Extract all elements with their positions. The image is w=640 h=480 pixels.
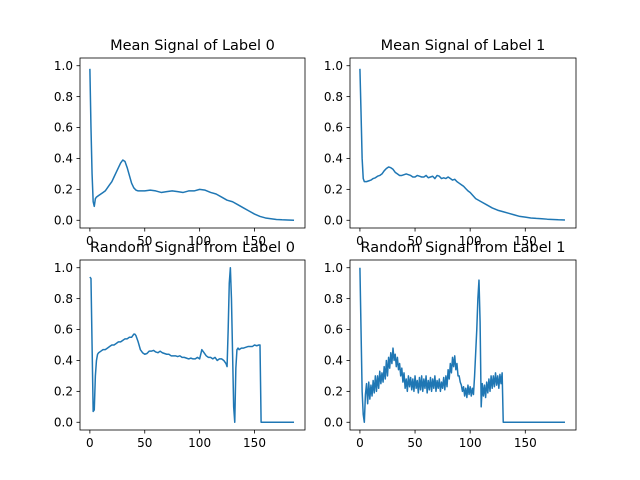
y-tick-label: 0.2 xyxy=(324,385,343,399)
x-tick-label: 50 xyxy=(137,234,152,248)
y-tick-label: 0.4 xyxy=(54,152,73,166)
x-tick-label: 150 xyxy=(243,234,266,248)
x-tick-label: 100 xyxy=(188,234,211,248)
x-tick-label: 100 xyxy=(459,234,482,248)
y-tick-label: 0.0 xyxy=(54,213,73,227)
axes-frame xyxy=(349,259,577,431)
subplot-title: Random Signal from Label 0 xyxy=(90,240,295,256)
x-tick-label: 0 xyxy=(86,234,94,248)
y-tick-label: 0.8 xyxy=(54,90,73,104)
y-tick-label: 1.0 xyxy=(54,59,73,73)
x-tick-label: 150 xyxy=(514,436,537,450)
y-tick-label: 0.2 xyxy=(54,183,73,197)
axes-frame xyxy=(79,57,306,229)
y-tick-label: 0.6 xyxy=(54,121,73,135)
y-tick-label: 1.0 xyxy=(54,261,73,275)
x-tick-label: 100 xyxy=(188,436,211,450)
x-tick-label: 0 xyxy=(356,436,364,450)
x-tick-label: 0 xyxy=(356,234,364,248)
y-tick-label: 0.0 xyxy=(324,415,343,429)
y-tick-label: 0.0 xyxy=(324,213,343,227)
subplot-random-label-1: 0 50 100 150 0.0 0.2 0.4 0.6 0.8 1.0 Random Signal… xyxy=(324,240,577,450)
x-tick-label: 50 xyxy=(137,436,152,450)
y-tick-label: 0.6 xyxy=(324,323,343,337)
subplot-title: Mean Signal of Label 1 xyxy=(381,38,546,54)
y-tick-label: 0.4 xyxy=(54,354,73,368)
series-line xyxy=(89,266,295,424)
series-line xyxy=(89,68,295,222)
y-tick-label: 0.4 xyxy=(324,354,343,368)
y-tick-label: 1.0 xyxy=(324,261,343,275)
y-tick-label: 0.8 xyxy=(54,292,73,306)
y-tick-label: 0.2 xyxy=(324,183,343,197)
axes-frame xyxy=(79,259,306,431)
y-tick-label: 0.8 xyxy=(324,90,343,104)
x-tick-label: 50 xyxy=(407,234,422,248)
y-tick-label: 0.4 xyxy=(324,152,343,166)
y-tick-label: 0.0 xyxy=(54,415,73,429)
subplot-mean-label-1: 0 50 100 150 0.0 0.2 0.4 0.6 0.8 1.0 Mean Signal o… xyxy=(324,38,577,248)
x-tick-label: 100 xyxy=(459,436,482,450)
series-line xyxy=(359,68,565,221)
y-tick-label: 0.8 xyxy=(324,292,343,306)
y-tick-label: 1.0 xyxy=(324,59,343,73)
y-tick-label: 0.2 xyxy=(54,385,73,399)
x-tick-label: 0 xyxy=(86,436,94,450)
subplot-title: Random Signal from Label 1 xyxy=(360,240,565,256)
series-line xyxy=(359,267,565,424)
x-tick-label: 150 xyxy=(243,436,266,450)
subplot-random-label-0: 0 50 100 150 0.0 0.2 0.4 0.6 0.8 1.0 Random Signal… xyxy=(54,240,306,450)
x-tick-label: 150 xyxy=(514,234,537,248)
axes-frame xyxy=(349,57,577,229)
subplot-title: Mean Signal of Label 0 xyxy=(110,38,275,54)
y-tick-label: 0.6 xyxy=(324,121,343,135)
subplot-mean-label-0: 0 50 100 150 0.0 0.2 0.4 0.6 0.8 1.0 Mean Signal o… xyxy=(54,38,306,248)
x-tick-label: 50 xyxy=(407,436,422,450)
y-tick-label: 0.6 xyxy=(54,323,73,337)
